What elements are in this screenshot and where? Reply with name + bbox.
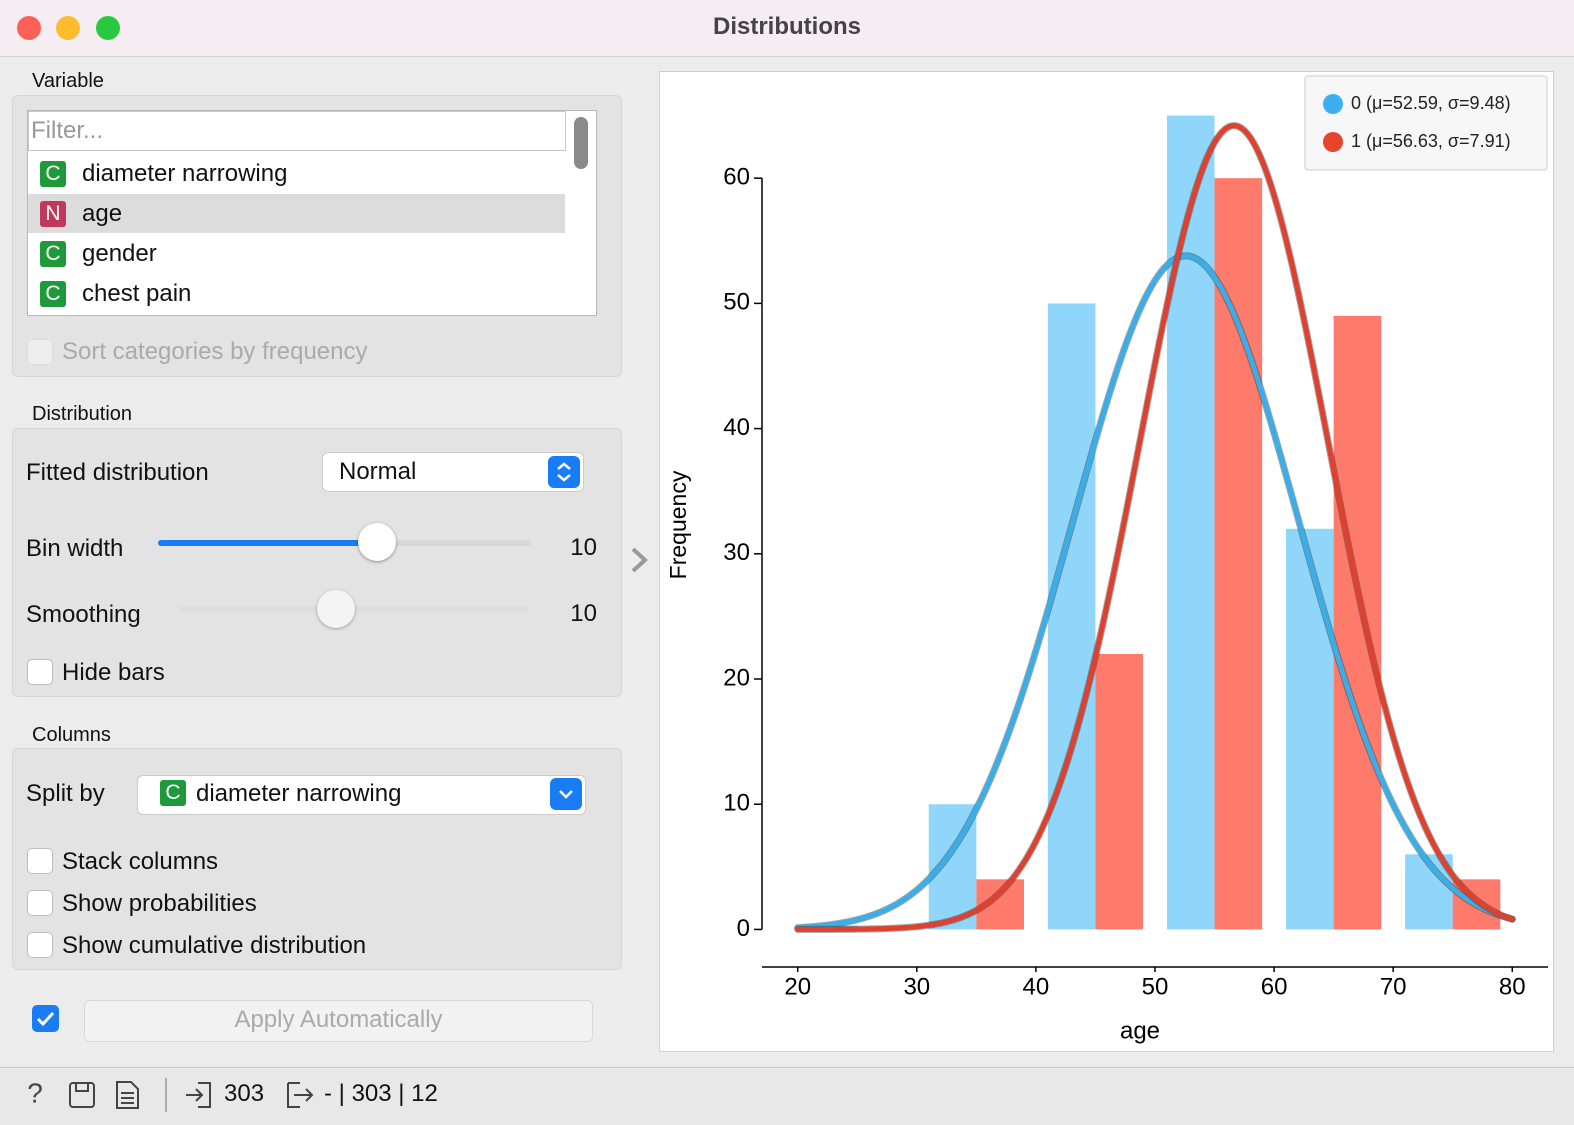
x-tick-label: 30 [903,973,930,1000]
bar [1333,315,1382,930]
slider-value: 10 [570,534,597,561]
badge: C [160,780,186,806]
checkbox[interactable] [27,890,53,916]
combo-value: diameter narrowing [196,780,402,807]
filter-placeholder: Filter... [31,117,104,144]
x-tick-label: 40 [1023,973,1050,1000]
slider-knob[interactable] [317,590,355,628]
y-tick-label: 0 [737,915,750,942]
zoom-button[interactable] [96,16,120,40]
x-axis-label: age [1120,1017,1160,1044]
section-heading: Columns [32,724,111,746]
chart: Frequency age 0 10 20 30 40 50 60 20 30 40 50 60 70 8… [665,75,1548,1044]
bar [1214,178,1263,930]
checkbox-label: Show probabilities [62,890,257,917]
section-heading: Distribution [32,403,133,425]
checkbox[interactable] [27,659,53,685]
legend-label: 1 (μ=56.63, σ=7.91) [1351,131,1511,151]
list-item[interactable]: gender [82,240,157,267]
badge: C [40,281,66,307]
status-bar [0,1067,1574,1125]
section-heading: Variable [32,70,104,92]
label: Smoothing [26,601,141,628]
bar [1286,528,1334,930]
checkbox-label: Stack columns [62,848,219,875]
list-item[interactable]: diameter narrowing [82,160,288,187]
combo-button[interactable] [550,778,582,810]
scrollbar[interactable] [574,117,588,169]
badge: C [40,161,66,187]
y-tick-label: 30 [723,539,750,566]
label: Split by [26,780,105,807]
combo-box[interactable] [322,452,584,492]
badge: N [40,201,66,227]
collapse-arrow[interactable] [628,545,652,575]
checkbox[interactable] [27,339,53,365]
y-tick-label: 10 [723,790,750,817]
x-tick-label: 80 [1499,973,1526,1000]
badge: C [40,241,66,267]
slider-fill [158,540,378,546]
list-item[interactable]: chest pain [82,280,192,307]
status-output: - | 303 | 12 [324,1080,438,1107]
y-tick-label: 20 [723,664,750,691]
button-label: Apply Automatically [234,1006,443,1033]
list-item[interactable]: age [82,200,123,227]
bar [1095,653,1144,930]
close-button[interactable] [17,16,41,40]
x-tick-label: 20 [784,973,811,1000]
combo-value: Normal [339,458,417,485]
y-tick-label: 60 [723,164,750,191]
checkbox[interactable] [27,932,53,958]
filter-field[interactable] [28,111,566,151]
fit-curve-outline [794,122,1516,933]
apply-button[interactable] [84,1000,593,1042]
label: Bin width [26,535,124,562]
fit-curve [795,123,1515,932]
icon [557,462,571,482]
x-tick-label: 50 [1142,973,1169,1000]
svg-text:?: ? [27,1078,43,1108]
checkbox-label: Sort categories by frequency [62,338,368,365]
checkbox-label: Show cumulative distribution [62,932,367,959]
fit-curve [795,253,1515,931]
x-tick-label: 60 [1261,973,1288,1000]
status-input: 303 [224,1080,265,1107]
icon [36,1011,55,1027]
checkbox-checked[interactable] [32,1005,59,1032]
bar [1047,303,1096,930]
window-title: Distributions [713,13,861,40]
y-tick-label: 50 [723,289,750,316]
checkbox-label: Hide bars [62,659,165,686]
slider-value: 10 [570,600,597,627]
status-icons: ? [27,1078,314,1112]
title-bar [0,0,1574,57]
combo-box[interactable] [137,775,586,815]
minimize-button[interactable] [56,16,80,40]
y-axis-label: Frequency [665,470,691,579]
legend-label: 0 (μ=52.59, σ=9.48) [1351,93,1511,113]
legend-box [1304,75,1548,171]
label: Fitted distribution [26,459,209,486]
bar [1166,115,1215,930]
selected-row [28,194,565,233]
combo-button[interactable] [548,456,580,488]
icon [559,790,573,799]
legend-marker [1323,132,1343,152]
y-tick-label: 40 [723,414,750,441]
slider-knob[interactable] [358,523,396,561]
legend-marker [1323,94,1343,114]
x-tick-label: 70 [1380,973,1407,1000]
checkbox[interactable] [27,848,53,874]
